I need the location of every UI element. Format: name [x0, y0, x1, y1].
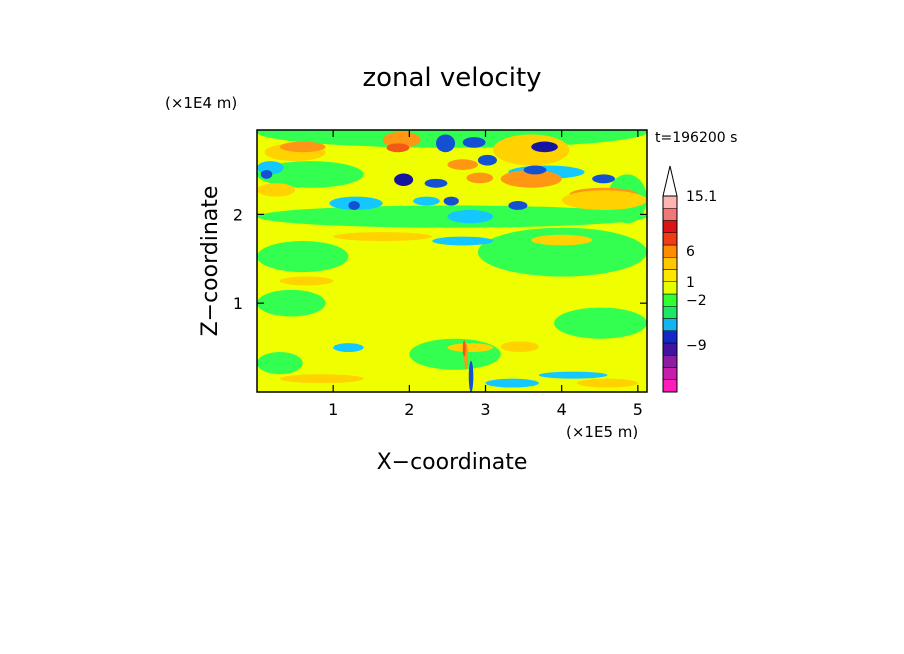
colorbar-segment [662, 306, 678, 319]
colorbar-segment [662, 232, 678, 246]
plot-frame [256, 129, 648, 393]
field-contour [257, 183, 296, 197]
colorbar-frame [662, 195, 678, 393]
field-contour [493, 134, 570, 166]
field-contour [424, 178, 448, 188]
x-axis: 1 2 3 4 5 [328, 130, 643, 419]
field-contour [257, 289, 326, 317]
colorbar-segment [662, 367, 678, 380]
field-contour [443, 196, 459, 206]
field-contour [394, 173, 414, 186]
colorbar-segment [662, 244, 678, 258]
x-tick-label: 4 [557, 400, 567, 419]
colorbar-label: 15.1 [686, 189, 717, 205]
colorbar-segment [662, 281, 678, 295]
field-contour [333, 232, 433, 242]
colorbar-segment [662, 269, 678, 282]
colorbar-segment [662, 330, 678, 344]
field-contour [386, 143, 410, 153]
x-tick-label: 5 [633, 400, 643, 419]
field-contour [260, 169, 273, 179]
y-tick-label: 1 [233, 294, 243, 313]
field-contour [333, 343, 364, 353]
field-contour [436, 134, 456, 153]
field-contour [462, 340, 466, 357]
colorbar-segment [662, 342, 678, 356]
colorbar-label: 1 [686, 275, 695, 291]
plot-area [257, 130, 647, 392]
field-contour [554, 307, 647, 339]
colorbar-segment [662, 257, 678, 270]
field-contour [348, 201, 360, 210]
field-contour [257, 241, 349, 273]
y-axis: 12 [233, 205, 647, 313]
field-contour [447, 343, 494, 353]
chart-title: zonal velocity [362, 63, 541, 93]
field-contour [468, 360, 474, 392]
colorbar-label: 6 [686, 244, 695, 260]
field-contour [447, 159, 478, 170]
field-blobs [257, 130, 647, 392]
field-contour [485, 378, 539, 388]
field-contour [576, 378, 638, 388]
field-contour [500, 169, 562, 188]
field-contour [531, 141, 558, 153]
colorbar-segment [662, 208, 678, 221]
x-tick-label: 2 [404, 400, 414, 419]
field-contour [538, 371, 608, 379]
field-contour [531, 234, 593, 246]
x-unit-label: (×1E5 m) [566, 423, 638, 441]
field-contour [279, 141, 326, 153]
field-contour [409, 338, 501, 370]
field-contour [462, 137, 486, 148]
time-label: t=196200 s [655, 130, 737, 146]
field-contour [477, 154, 497, 166]
x-axis-label: X−coordinate [377, 450, 528, 475]
field-contour [432, 236, 494, 246]
y-unit-label: (×1E4 m) [165, 94, 237, 112]
field-contour [279, 374, 364, 384]
field-contour [477, 227, 647, 277]
field-contour [500, 341, 539, 353]
colorbar-segment [662, 318, 678, 331]
x-tick-label: 1 [328, 400, 338, 419]
colorbar-segment [662, 220, 678, 233]
colorbar-segment [662, 379, 678, 393]
field-contour [279, 276, 334, 286]
field-contour [592, 174, 616, 184]
x-tick-label: 3 [480, 400, 490, 419]
colorbar-label: −2 [686, 293, 707, 309]
field-contour [257, 352, 303, 375]
field-contour [561, 190, 647, 210]
field-contour [447, 209, 494, 224]
colorbar-label: −9 [686, 338, 707, 354]
colorbar-segment [662, 195, 678, 209]
colorbar-segment [662, 355, 678, 368]
y-axis-label: Z−coordinate [198, 186, 223, 337]
field-contour [508, 201, 528, 210]
field-contour [382, 131, 421, 148]
y-tick-label: 2 [233, 205, 243, 224]
colorbar: 15.1 6 1 −2 −9 [662, 165, 717, 393]
field-contour [523, 165, 547, 175]
colorbar-top-arrow [662, 165, 678, 197]
colorbar-segment [662, 293, 678, 307]
field-contour [466, 172, 494, 184]
field-contour [413, 196, 440, 206]
